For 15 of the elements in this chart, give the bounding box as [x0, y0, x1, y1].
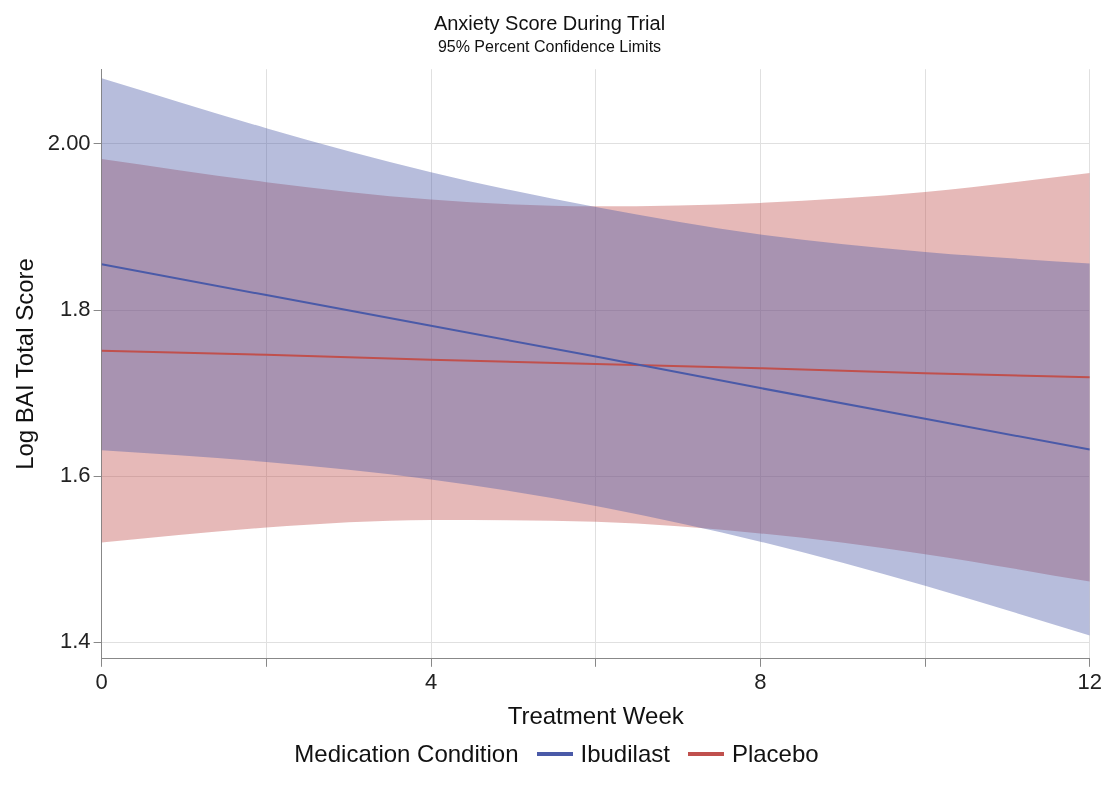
legend-label: Ibudilast — [580, 740, 670, 768]
chart-title: Anxiety Score During Trial — [433, 11, 666, 34]
x-axis-title: Treatment Week — [507, 702, 685, 730]
y-axis-title: Log BAI Total Score — [11, 258, 39, 470]
legend-label: Placebo — [731, 740, 819, 768]
y-tick-label: 2.00 — [47, 130, 91, 155]
x-tick-label: 8 — [754, 669, 767, 695]
chart-subtitle: 95% Percent Confidence Limits — [437, 38, 662, 56]
y-tick-label: 1.4 — [60, 628, 91, 654]
y-tick-label: 1.8 — [60, 296, 91, 322]
legend-title: Medication Condition — [294, 740, 519, 768]
x-tick-label: 12 — [1077, 669, 1103, 695]
x-tick-label: 4 — [424, 669, 438, 695]
y-tick-label: 1.6 — [60, 462, 91, 488]
x-tick-label: 0 — [95, 669, 108, 695]
